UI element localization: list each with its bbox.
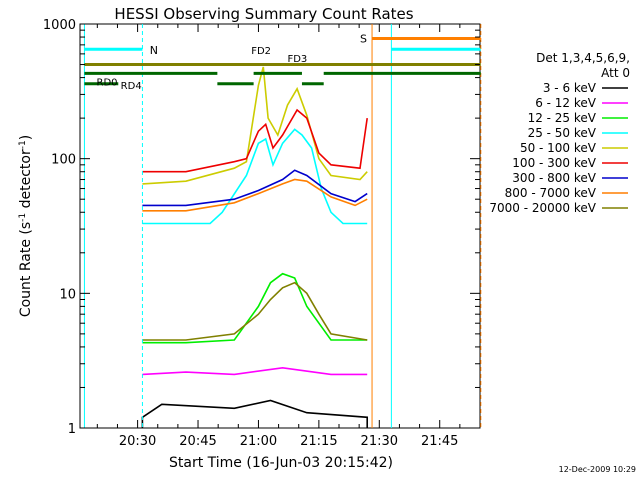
ticks-group: 20:30 20:45 21:00 21:15 21:30 21:45 1 10 100 1000 [43,18,480,449]
chart-title: HESSI Observing Summary Count Rates [114,5,413,23]
rd4-label: RD4 [121,81,142,92]
series-line-4 [142,66,368,185]
fd3-label: FD3 [287,54,307,65]
legend-label: 100 - 300 keV [512,156,596,170]
x-tick-label: 20:30 [119,434,156,449]
y-label-part2: detector [18,149,34,213]
y-label-sup2: -1 [18,140,28,149]
x-axis-label: Start Time (16-Jun-03 20:15:42) [169,455,393,471]
y-label-part1: Count Rate (s [18,222,34,317]
legend-header-1: Det 1,3,4,5,6,9, [536,51,630,65]
legend-label: 50 - 100 keV [520,141,597,155]
x-tick-label: 21:45 [421,434,458,449]
y-tick-label: 100 [51,153,76,168]
x-tick-label: 21:15 [300,434,337,449]
x-tick-label: 21:00 [240,434,277,449]
series-line-2 [142,272,368,344]
fd2-label: FD2 [251,46,271,57]
saa-label: S [360,33,367,46]
series-line-7 [142,178,368,212]
legend-label: 3 - 6 keV [543,81,597,95]
legend-label: 25 - 50 keV [528,126,597,140]
series-line-8 [142,281,368,341]
legend-label: 7000 - 20000 keV [489,201,596,215]
x-tick-label: 21:30 [361,434,398,449]
series-group [141,66,368,428]
y-tick-label: 1 [68,422,76,437]
y-tick-label: 10 [59,287,76,302]
y-axis-label: Count Rate (s-1 detector-1) [18,135,34,317]
legend-label: 12 - 25 keV [528,111,597,125]
legend-label: 800 - 7000 keV [505,186,597,200]
plot-frame [79,23,481,429]
y-tick-label: 1000 [43,18,76,33]
series-line-1 [142,366,368,376]
flags-group: N S FD2 FD3 RD0 RD4 [83,24,482,428]
series-line-0 [141,399,368,428]
legend-header-2: Att 0 [601,66,630,80]
x-tick-label: 20:45 [179,434,216,449]
legend-label: 6 - 12 keV [535,96,597,110]
series-line-5 [142,108,368,173]
y-label-part3: ) [18,135,34,140]
rd0-label: RD0 [97,77,118,88]
series-line-6 [142,169,368,207]
y-label-sup1: -1 [18,213,28,222]
night-label: N [150,44,158,57]
timestamp: 12-Dec-2009 10:29 [559,465,636,474]
series-line-3 [142,128,368,225]
legend-label: 300 - 800 keV [512,171,596,185]
